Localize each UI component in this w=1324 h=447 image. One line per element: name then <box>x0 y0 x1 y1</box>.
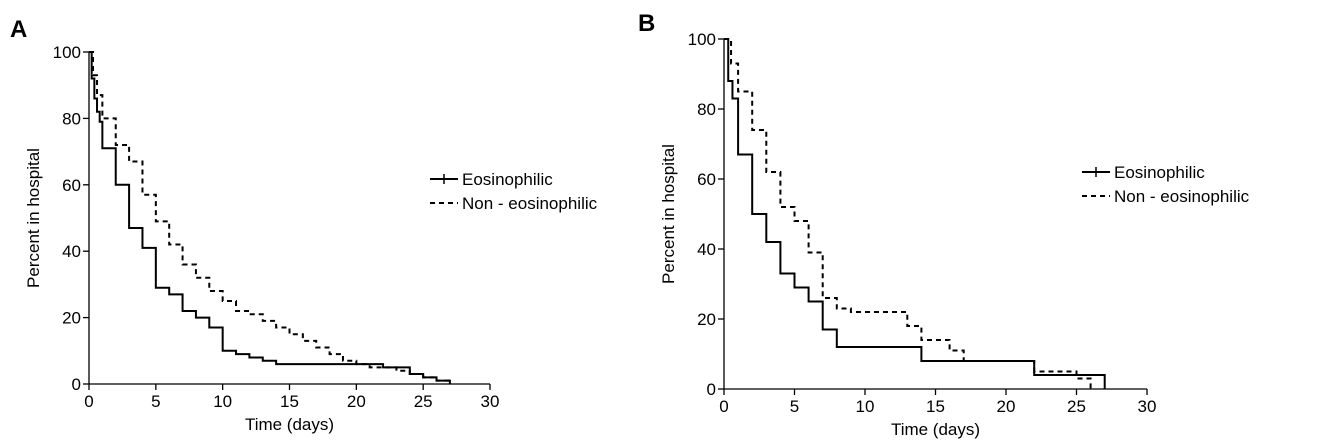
chart-b-y-tick-label: 40 <box>697 240 716 259</box>
chart-b-x-tick-label: 20 <box>997 397 1016 416</box>
chart-a-series-line-eosinophilic <box>89 51 451 384</box>
chart-a-x-tick-label: 0 <box>84 392 93 411</box>
chart-b-x-tick-label: 15 <box>926 397 945 416</box>
chart-a-legend-label: Non - eosinophilic <box>462 194 598 213</box>
chart-a-y-tick-label: 0 <box>72 375 81 394</box>
chart-b-legend-label: Eosinophilic <box>1114 163 1205 182</box>
chart-b-y-tick-label: 20 <box>697 310 716 329</box>
chart-panel-b: B 0 5 10 15 20 25 30 0 20 40 60 80 100 Time (days) Perc… <box>638 10 1250 439</box>
chart-a-legend-label: Eosinophilic <box>462 170 553 189</box>
chart-b-panel-label: B <box>638 10 655 37</box>
chart-b-x-tick-label: 0 <box>719 397 728 416</box>
chart-a-x-tick-label: 15 <box>280 392 299 411</box>
chart-a-series-line-non-eosinophilic <box>89 51 451 384</box>
chart-a-y-tick-label: 40 <box>62 242 81 261</box>
chart-b-y-tick-label: 80 <box>697 100 716 119</box>
chart-b-x-tick-label: 10 <box>856 397 875 416</box>
chart-a-y-tick-label: 60 <box>62 176 81 195</box>
chart-b-y-tick-label: 0 <box>707 380 716 399</box>
chart-b-x-tick-label: 5 <box>790 397 799 416</box>
chart-a-panel-label: A <box>10 16 27 43</box>
chart-b-x-tick-label: 25 <box>1067 397 1086 416</box>
chart-b-y-tick-label: 60 <box>697 170 716 189</box>
chart-b-x-tick-label: 30 <box>1138 397 1157 416</box>
chart-a-x-tick-label: 30 <box>481 392 500 411</box>
chart-a-y-tick-label: 80 <box>62 109 81 128</box>
chart-b-y-tick-label: 100 <box>688 30 716 49</box>
chart-a-y-axis-label: Percent in hospital <box>24 148 43 288</box>
chart-b-x-axis-label: Time (days) <box>891 420 980 439</box>
chart-b-y-axis-label: Percent in hospital <box>659 144 678 284</box>
chart-a-x-tick-label: 20 <box>347 392 366 411</box>
chart-a-x-tick-label: 10 <box>213 392 232 411</box>
chart-b-series-line-eosinophilic <box>724 38 1106 389</box>
chart-b-series-line-non-eosinophilic <box>724 38 1092 389</box>
chart-panel-a: A 0 5 10 15 20 25 30 0 20 40 60 80 100 Time (days) Perc… <box>10 16 598 434</box>
chart-b-legend-label: Non - eosinophilic <box>1114 187 1250 206</box>
chart-a-x-tick-label: 25 <box>414 392 433 411</box>
chart-a-x-axis-label: Time (days) <box>245 415 334 434</box>
chart-a-x-tick-label: 5 <box>151 392 160 411</box>
chart-a-y-tick-label: 20 <box>62 309 81 328</box>
chart-a-y-tick-label: 100 <box>53 43 81 62</box>
